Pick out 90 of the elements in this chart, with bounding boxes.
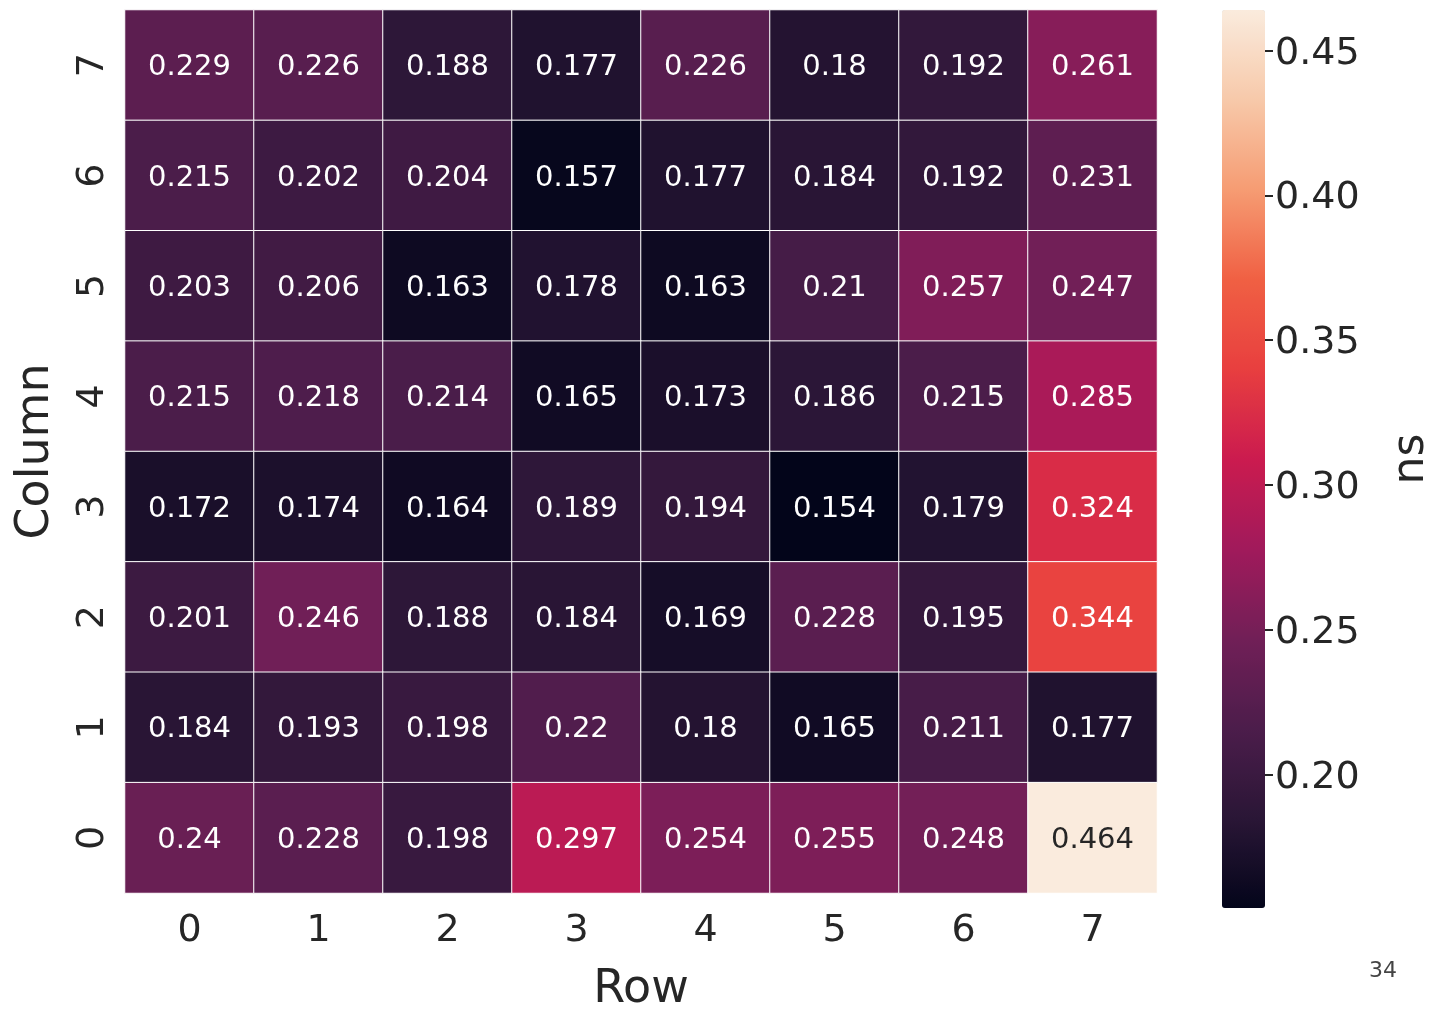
x-tick-label: 1 bbox=[306, 906, 331, 950]
data-label: 0.165 bbox=[534, 379, 619, 414]
x-tick-label: 6 bbox=[951, 906, 976, 950]
data-label: 0.215 bbox=[147, 158, 232, 193]
data-label: 0.178 bbox=[534, 268, 619, 303]
data-label: 0.211 bbox=[921, 710, 1006, 745]
data-label: 0.174 bbox=[276, 489, 361, 524]
y-axis-title: Column bbox=[5, 363, 59, 540]
y-tick-label: 1 bbox=[68, 715, 112, 740]
x-tick-label: 3 bbox=[564, 906, 589, 950]
data-label: 0.215 bbox=[147, 379, 232, 414]
y-tick-label: 2 bbox=[68, 604, 112, 630]
data-label: 0.257 bbox=[921, 268, 1006, 303]
data-label: 0.202 bbox=[276, 158, 361, 193]
data-label: 0.228 bbox=[792, 600, 877, 635]
color-bar-label: 0.25 bbox=[1275, 607, 1360, 652]
y-tick-label: 6 bbox=[68, 163, 112, 188]
data-label: 0.226 bbox=[663, 48, 748, 83]
data-label: 0.24 bbox=[157, 820, 222, 855]
data-label: 0.261 bbox=[1050, 48, 1135, 83]
color-bar-title: ns bbox=[1381, 433, 1433, 485]
y-tick-label: 7 bbox=[68, 53, 112, 78]
data-label: 0.21 bbox=[802, 268, 867, 303]
color-bar-label: 0.20 bbox=[1275, 752, 1360, 797]
data-label: 0.206 bbox=[276, 268, 361, 303]
data-label: 0.215 bbox=[921, 379, 1006, 414]
data-label: 0.198 bbox=[405, 710, 490, 745]
data-label: 0.203 bbox=[147, 268, 232, 303]
data-label: 0.201 bbox=[147, 600, 232, 635]
data-label: 0.172 bbox=[147, 489, 232, 524]
data-label: 0.204 bbox=[405, 158, 490, 193]
data-label: 0.184 bbox=[147, 710, 232, 745]
data-label: 0.285 bbox=[1050, 379, 1135, 414]
data-label: 0.228 bbox=[276, 820, 361, 855]
data-label: 0.464 bbox=[1050, 820, 1135, 855]
data-label: 0.229 bbox=[147, 48, 232, 83]
data-label: 0.163 bbox=[405, 268, 490, 303]
data-label: 0.189 bbox=[534, 489, 619, 524]
data-label: 0.297 bbox=[534, 820, 619, 855]
data-label: 0.18 bbox=[673, 710, 738, 745]
data-label: 0.194 bbox=[663, 489, 748, 524]
data-label: 0.254 bbox=[663, 820, 748, 855]
data-label: 0.226 bbox=[276, 48, 361, 83]
data-label: 0.193 bbox=[276, 710, 361, 745]
data-label: 0.218 bbox=[276, 379, 361, 414]
x-tick-label: 0 bbox=[177, 906, 202, 950]
data-label: 0.177 bbox=[534, 48, 619, 83]
data-label: 0.188 bbox=[405, 600, 490, 635]
y-tick-label: 3 bbox=[68, 494, 112, 519]
data-label: 0.231 bbox=[1050, 158, 1135, 193]
x-tick-label: 4 bbox=[693, 906, 718, 950]
data-label: 0.179 bbox=[921, 489, 1006, 524]
data-label: 0.169 bbox=[663, 600, 748, 635]
data-label: 0.154 bbox=[792, 489, 877, 524]
data-label: 0.173 bbox=[663, 379, 748, 414]
data-label: 0.18 bbox=[802, 48, 867, 83]
data-label: 0.192 bbox=[921, 48, 1006, 83]
x-tick-label: 5 bbox=[822, 906, 847, 950]
data-label: 0.246 bbox=[276, 600, 361, 635]
data-label: 0.255 bbox=[792, 820, 877, 855]
color-bar-label: 0.45 bbox=[1275, 28, 1360, 73]
y-tick-label: 0 bbox=[68, 825, 112, 850]
data-label: 0.163 bbox=[663, 268, 748, 303]
data-label: 0.248 bbox=[921, 820, 1006, 855]
x-tick-label: 2 bbox=[435, 906, 460, 950]
color-bar-label: 0.40 bbox=[1275, 173, 1360, 218]
data-label: 0.186 bbox=[792, 379, 877, 414]
data-label: 0.164 bbox=[405, 489, 490, 524]
data-label: 0.184 bbox=[792, 158, 877, 193]
y-tick-label: 4 bbox=[68, 384, 112, 409]
data-label: 0.177 bbox=[1050, 710, 1135, 745]
data-label: 0.344 bbox=[1050, 600, 1135, 635]
x-axis-title: Row bbox=[593, 959, 689, 1013]
data-label: 0.157 bbox=[534, 158, 619, 193]
data-label: 0.214 bbox=[405, 379, 490, 414]
data-label: 0.188 bbox=[405, 48, 490, 83]
y-tick-label: 5 bbox=[68, 273, 112, 299]
data-label: 0.195 bbox=[921, 600, 1006, 635]
data-label: 0.165 bbox=[792, 710, 877, 745]
data-label: 0.247 bbox=[1050, 268, 1135, 303]
data-label: 0.324 bbox=[1050, 489, 1135, 524]
data-label: 0.22 bbox=[544, 710, 609, 745]
color-bar-label: 0.30 bbox=[1275, 463, 1360, 508]
color-bar-label: 0.35 bbox=[1275, 318, 1360, 363]
data-label: 0.184 bbox=[534, 600, 619, 635]
x-tick-label: 7 bbox=[1080, 906, 1105, 950]
data-label: 0.177 bbox=[663, 158, 748, 193]
data-label: 0.198 bbox=[405, 820, 490, 855]
text: 34 bbox=[1369, 956, 1398, 982]
data-label: 0.192 bbox=[921, 158, 1006, 193]
